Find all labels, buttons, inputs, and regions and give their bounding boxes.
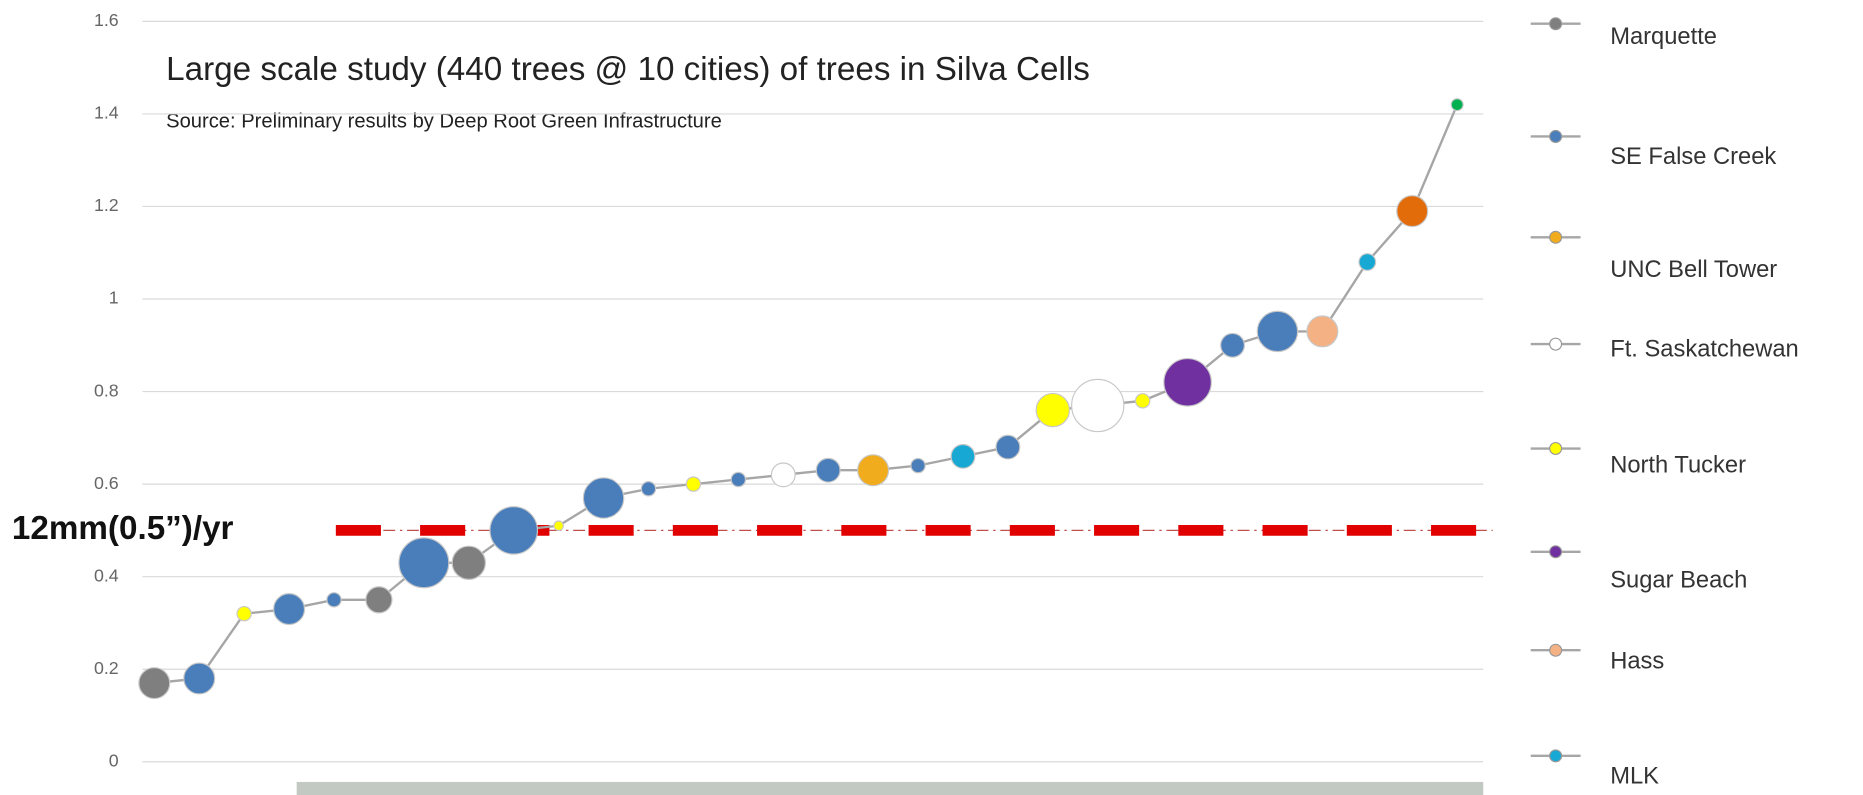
legend-marker — [1549, 17, 1563, 31]
legend-marker — [1549, 337, 1563, 351]
data-point — [1396, 195, 1429, 228]
chart-title: Large scale study (440 trees @ 10 cities… — [166, 51, 1090, 88]
data-point — [1163, 357, 1212, 407]
photo-strip — [296, 781, 1484, 795]
data-point — [815, 457, 841, 483]
legend-marker — [1549, 441, 1563, 456]
data-point — [326, 592, 342, 608]
y-tick-label: 1.4 — [94, 103, 119, 123]
legend-marker — [1549, 129, 1563, 143]
data-point — [236, 605, 252, 622]
data-point — [451, 545, 486, 580]
data-point — [770, 462, 796, 488]
legend-marker — [1549, 230, 1563, 244]
y-tick-label: 0.6 — [94, 473, 119, 493]
data-point — [950, 443, 976, 469]
data-point — [398, 537, 450, 589]
series-line — [154, 104, 1459, 685]
legend-label: SE False Creek — [1610, 144, 1776, 170]
y-tick-label: 0.2 — [94, 658, 119, 678]
data-point — [730, 471, 747, 488]
chart-subtitle: Source: Preliminary results by Deep Root… — [166, 111, 722, 133]
data-point — [138, 667, 171, 700]
y-tick-label: 0.8 — [94, 380, 119, 400]
data-point — [857, 454, 890, 487]
legend-label: MLK — [1610, 763, 1659, 789]
data-point — [1035, 392, 1071, 428]
data-point — [1071, 378, 1125, 433]
data-point — [685, 476, 702, 492]
data-point — [553, 520, 564, 532]
data-point — [1306, 315, 1339, 348]
legend-marker — [1549, 545, 1563, 559]
y-tick-label: 1.6 — [94, 10, 119, 30]
data-point — [1358, 253, 1377, 271]
data-point — [365, 586, 393, 614]
legend-label: UNC Bell Tower — [1610, 257, 1777, 283]
data-point — [273, 593, 306, 626]
legend-label: Marquette — [1610, 24, 1717, 50]
legend-label: North Tucker — [1610, 453, 1746, 479]
y-tick-label: 0.4 — [94, 565, 119, 585]
legend-label: Hass — [1610, 648, 1664, 674]
data-point — [183, 662, 216, 695]
y-tick-label: 1 — [109, 288, 119, 308]
data-point — [1220, 332, 1245, 358]
y-tick-label: 0 — [109, 750, 119, 770]
legend-marker — [1549, 749, 1563, 763]
data-point — [1450, 98, 1464, 112]
legend-marker — [1549, 643, 1563, 657]
data-point — [995, 434, 1021, 460]
data-point — [489, 506, 539, 555]
data-point — [582, 477, 625, 519]
reference-label: 12mm(0.5”)/yr — [12, 510, 234, 547]
legend-label: Ft. Saskatchewan — [1610, 336, 1799, 362]
data-point — [1134, 393, 1151, 409]
legend-label: Sugar Beach — [1610, 568, 1747, 594]
y-tick-label: 1.2 — [94, 195, 119, 215]
data-point — [1256, 310, 1299, 353]
data-point — [640, 481, 657, 497]
data-point — [910, 457, 926, 474]
